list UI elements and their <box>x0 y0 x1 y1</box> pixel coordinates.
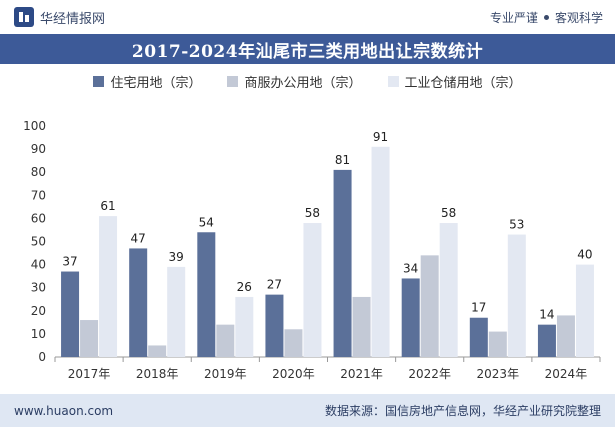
slogan-right: 客观科学 <box>554 10 603 25</box>
y-tick-label: 80 <box>31 165 46 179</box>
y-tick-label: 90 <box>31 142 46 156</box>
bar <box>352 296 371 357</box>
x-tick-label: 2024年 <box>545 367 588 381</box>
legend-item-commercial: 商服办公用地（宗） <box>227 72 362 91</box>
data-label: 17 <box>471 301 486 315</box>
y-tick-label: 30 <box>31 281 46 295</box>
legend-swatch-residential <box>93 75 105 87</box>
brand-name: 华经情报网 <box>40 11 106 27</box>
data-label: 37 <box>62 255 77 269</box>
y-tick-label: 0 <box>38 350 46 364</box>
data-label: 58 <box>305 206 320 220</box>
data-label: 61 <box>100 199 115 213</box>
bar <box>401 278 420 357</box>
bar <box>537 324 556 357</box>
bar <box>507 234 526 357</box>
footer: www.huaon.com 数据来源：国信房地产信息网，华经产业研究院整理 <box>0 394 615 427</box>
y-tick-label: 10 <box>31 327 46 341</box>
legend-label-industrial: 工业仓储用地（宗） <box>404 75 522 91</box>
chart-title: 2017-2024年汕尾市三类用地出让宗数统计 <box>131 41 484 62</box>
x-tick-label: 2018年 <box>136 367 179 381</box>
chart-title-bar: 2017-2024年汕尾市三类用地出让宗数统计 <box>0 34 615 64</box>
footer-source: 数据来源：国信房地产信息网，华经产业研究院整理 <box>324 404 601 418</box>
legend-swatch-commercial <box>227 75 239 87</box>
data-label: 26 <box>237 280 252 294</box>
slogan-left: 专业严谨 <box>489 10 538 25</box>
bar <box>371 146 390 357</box>
bar <box>284 329 303 357</box>
bar <box>197 232 216 357</box>
bar <box>148 345 167 357</box>
bar <box>80 320 99 357</box>
legend-label-commercial: 商服办公用地（宗） <box>244 75 362 91</box>
data-label: 53 <box>509 218 524 232</box>
data-label: 58 <box>441 206 456 220</box>
y-tick-label: 70 <box>31 188 46 202</box>
bar <box>488 331 507 357</box>
brand-logo-icon <box>14 7 34 27</box>
bar <box>420 255 439 357</box>
legend-swatch-industrial <box>387 75 399 87</box>
y-tick-label: 60 <box>31 211 46 225</box>
legend-item-industrial: 工业仓储用地（宗） <box>387 72 522 91</box>
x-tick-label: 2021年 <box>340 367 383 381</box>
bar <box>556 315 575 357</box>
bar <box>61 271 80 357</box>
x-tick-label: 2019年 <box>204 367 247 381</box>
slogan: 专业严谨 客观科学 <box>490 9 603 26</box>
legend-label-residential: 住宅用地（宗） <box>110 75 202 91</box>
y-tick-label: 50 <box>31 235 46 249</box>
y-tick-label: 100 <box>23 119 46 133</box>
brand[interactable]: 华经情报网 <box>14 7 105 27</box>
bar <box>167 266 186 357</box>
bar <box>265 294 284 357</box>
bar <box>129 248 148 357</box>
bar <box>575 264 594 357</box>
footer-url[interactable]: www.huaon.com <box>14 403 114 418</box>
x-tick-label: 2020年 <box>272 367 315 381</box>
bar-chart: 0 10 20 30 40 50 60 70 80 90 100 37 61 2017年 47 39 2018年… <box>23 119 601 381</box>
data-label: 81 <box>335 153 350 167</box>
bar <box>439 223 458 357</box>
data-label: 91 <box>373 130 388 144</box>
x-tick-label: 2017年 <box>68 367 111 381</box>
bar <box>216 324 235 357</box>
y-tick-label: 40 <box>31 258 46 272</box>
y-tick-label: 20 <box>31 304 46 318</box>
x-tick-label: 2022年 <box>408 367 451 381</box>
chart-legend: 住宅用地（宗） 商服办公用地（宗） 工业仓储用地（宗） <box>0 70 615 92</box>
data-label: 27 <box>267 278 282 292</box>
data-label: 40 <box>577 248 592 262</box>
slogan-dot <box>543 14 549 20</box>
bar <box>469 317 488 357</box>
data-label: 47 <box>131 231 146 245</box>
top-bar: 华经情报网 专业严谨 客观科学 <box>0 0 615 34</box>
data-label: 14 <box>539 308 554 322</box>
data-label: 39 <box>169 250 184 264</box>
x-tick-label: 2023年 <box>477 367 520 381</box>
legend-item-residential: 住宅用地（宗） <box>93 72 201 91</box>
data-label: 54 <box>199 215 214 229</box>
bar <box>99 216 118 357</box>
data-label: 34 <box>403 261 418 275</box>
bar <box>235 296 254 357</box>
bar <box>333 169 352 357</box>
bar <box>303 223 322 357</box>
